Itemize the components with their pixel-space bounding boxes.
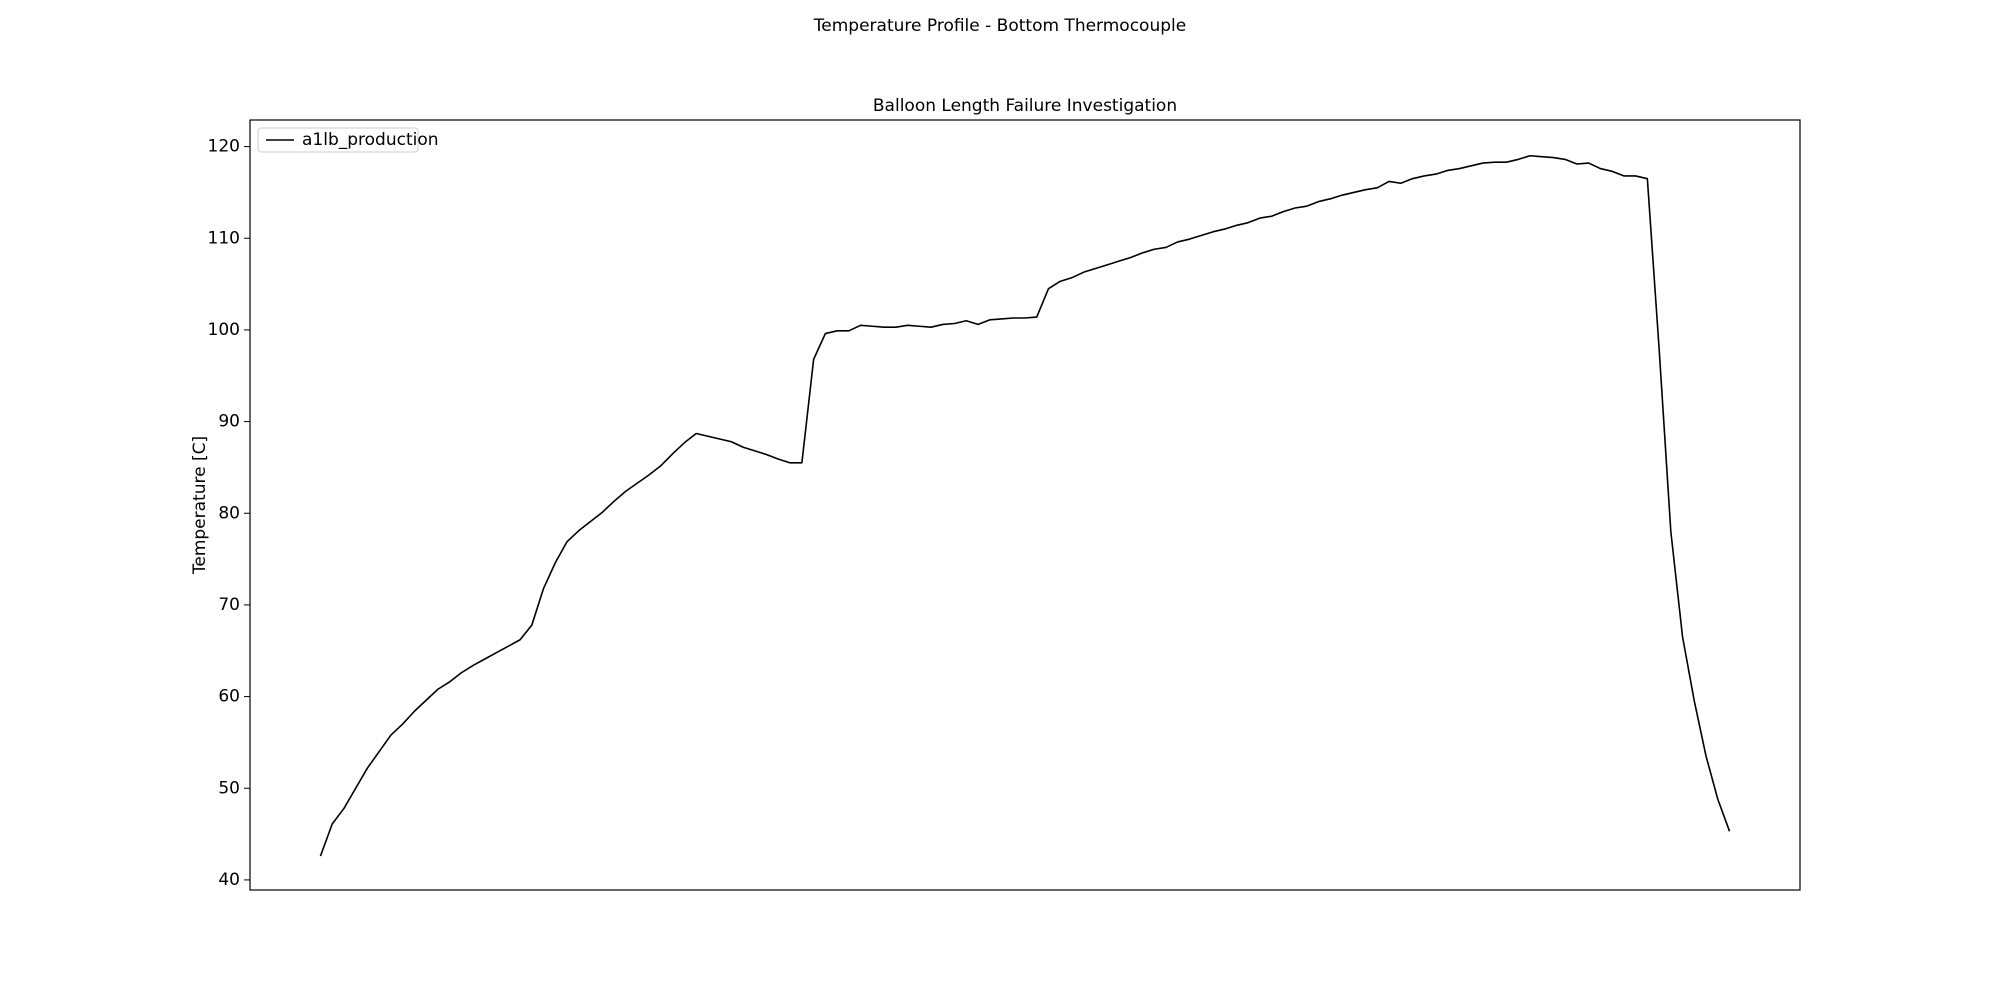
y-tick-label: 80 <box>218 503 240 523</box>
y-tick-label: 70 <box>218 595 240 615</box>
legend-box <box>257 127 419 153</box>
y-tick-label: 40 <box>218 870 240 890</box>
data-line <box>319 154 1731 857</box>
y-axis-label: Temperature [C] <box>190 436 210 575</box>
y-tick-label: 120 <box>208 137 240 157</box>
y-tick-label: 100 <box>208 320 240 340</box>
plot-frame <box>249 119 1801 891</box>
figure-title: Temperature Profile - Bottom Thermocoupl… <box>813 16 1186 36</box>
y-tick-label: 90 <box>218 412 240 432</box>
y-tick-label: 110 <box>208 228 240 248</box>
axes-title: Balloon Length Failure Investigation <box>873 96 1177 116</box>
y-tick-label: 60 <box>218 687 240 707</box>
legend-label: a1lb_production <box>302 130 439 150</box>
y-tick-label: 50 <box>218 778 240 798</box>
